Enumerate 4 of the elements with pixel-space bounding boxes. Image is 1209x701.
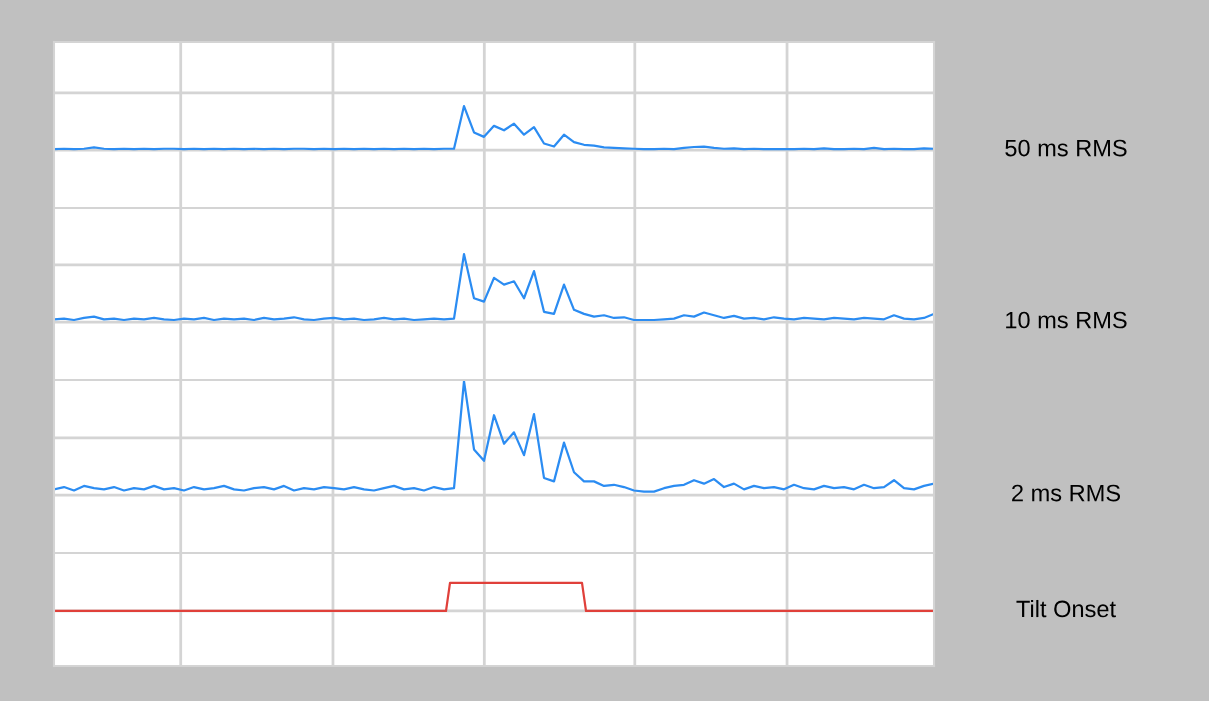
text: 2 ms RMS	[1012, 484, 1121, 502]
text: Tilt Onset	[1016, 599, 1116, 618]
text: 50 ms RMS	[1005, 139, 1127, 157]
text: 10 ms RMS	[1006, 311, 1127, 329]
